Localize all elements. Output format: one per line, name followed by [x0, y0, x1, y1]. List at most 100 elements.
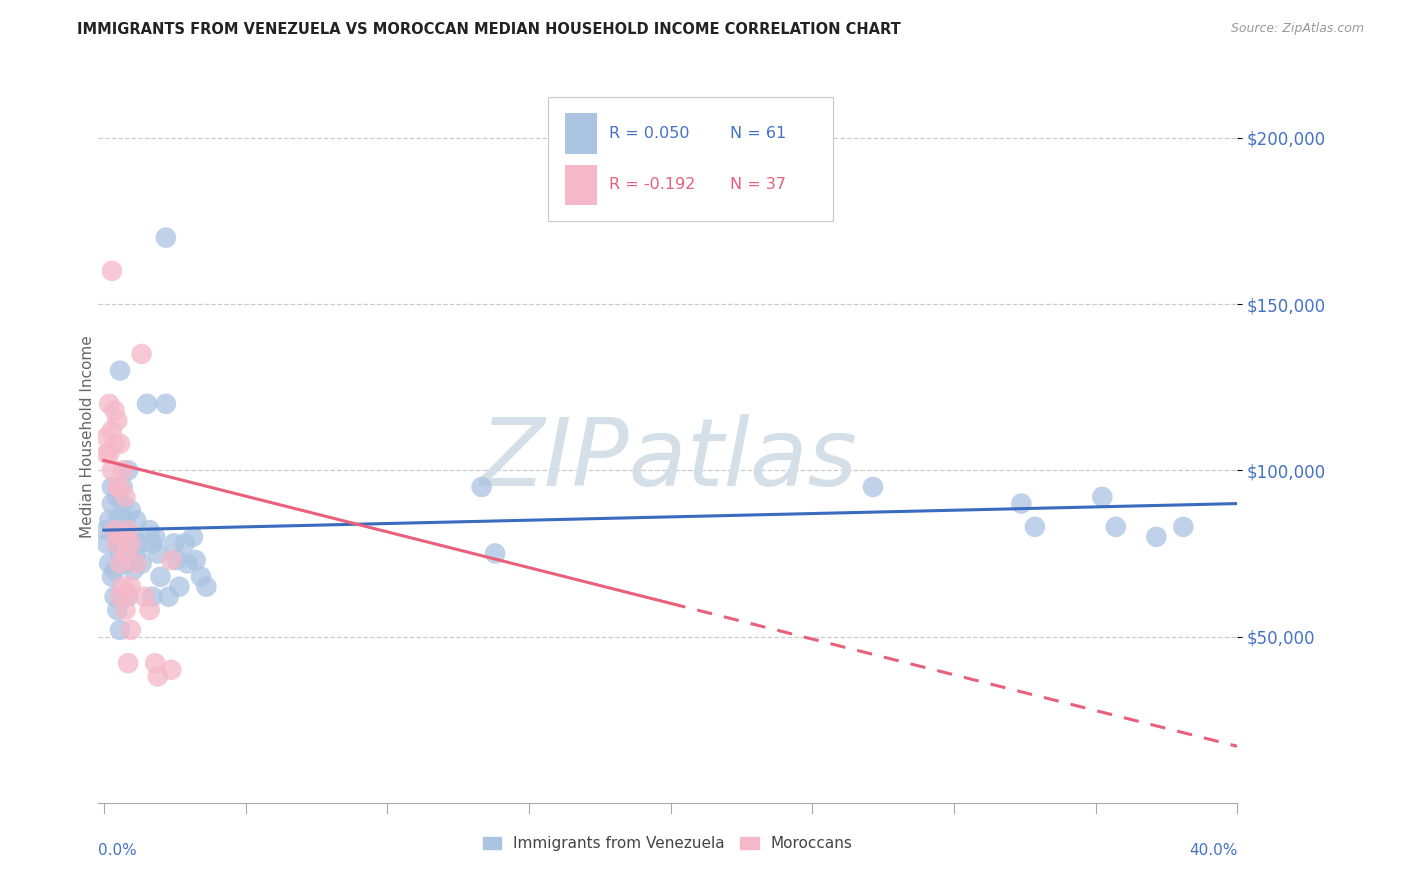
Point [141, 536, 163, 550]
Point [131, 557, 153, 571]
Point [101, 480, 124, 494]
Point [143, 656, 166, 670]
Point [176, 557, 198, 571]
Point [101, 264, 124, 278]
Point [105, 490, 128, 504]
Point [122, 530, 145, 544]
Point [120, 623, 142, 637]
Point [114, 557, 136, 571]
Point [117, 523, 139, 537]
Point [184, 553, 207, 567]
Text: R = 0.050: R = 0.050 [609, 126, 689, 141]
Point [96, 536, 118, 550]
Point [117, 463, 139, 477]
Text: R = -0.192: R = -0.192 [609, 178, 695, 193]
Point [471, 480, 494, 494]
Point [120, 536, 142, 550]
Point [160, 553, 183, 567]
Point [98, 557, 121, 571]
Point [104, 403, 127, 417]
Point [155, 230, 177, 244]
Point [117, 590, 139, 604]
Point [114, 603, 136, 617]
Point [122, 563, 145, 577]
Point [138, 603, 160, 617]
Point [108, 557, 131, 571]
Point [149, 570, 172, 584]
Point [136, 397, 159, 411]
Text: N = 61: N = 61 [731, 126, 787, 141]
Point [108, 436, 131, 450]
Point [101, 497, 124, 511]
Y-axis label: Median Household Income: Median Household Income [80, 335, 94, 539]
Point [101, 463, 124, 477]
Point [166, 553, 188, 567]
Point [98, 397, 121, 411]
Point [128, 536, 150, 550]
Point [108, 546, 131, 560]
Point [105, 480, 128, 494]
Point [163, 536, 186, 550]
Point [160, 663, 183, 677]
Point [114, 546, 136, 560]
Text: IMMIGRANTS FROM VENEZUELA VS MOROCCAN MEDIAN HOUSEHOLD INCOME CORRELATION CHART: IMMIGRANTS FROM VENEZUELA VS MOROCCAN ME… [77, 22, 901, 37]
Point [104, 523, 127, 537]
Point [105, 513, 128, 527]
Point [484, 546, 506, 560]
Point [1144, 530, 1167, 544]
Point [143, 530, 166, 544]
Point [181, 530, 204, 544]
Text: ZIPatlas: ZIPatlas [479, 414, 856, 505]
Point [125, 557, 148, 571]
Point [96, 447, 118, 461]
Point [111, 497, 134, 511]
Point [141, 590, 163, 604]
Point [105, 603, 128, 617]
Point [1091, 490, 1114, 504]
Point [104, 436, 127, 450]
Point [134, 590, 156, 604]
Point [169, 580, 191, 594]
Point [138, 523, 160, 537]
FancyBboxPatch shape [548, 97, 832, 221]
Legend: Immigrants from Venezuela, Moroccans: Immigrants from Venezuela, Moroccans [477, 830, 859, 857]
Point [114, 513, 136, 527]
Point [101, 424, 124, 438]
Point [125, 513, 148, 527]
Point [146, 669, 169, 683]
Point [120, 536, 142, 550]
Point [117, 656, 139, 670]
Point [104, 523, 127, 537]
Text: Source: ZipAtlas.com: Source: ZipAtlas.com [1230, 22, 1364, 36]
Point [117, 530, 139, 544]
Point [114, 490, 136, 504]
FancyBboxPatch shape [565, 165, 598, 205]
Point [108, 363, 131, 377]
Point [131, 347, 153, 361]
Point [173, 536, 195, 550]
Point [195, 580, 218, 594]
Point [111, 530, 134, 544]
Point [146, 546, 169, 560]
Point [111, 580, 134, 594]
Point [98, 513, 121, 527]
Point [117, 586, 139, 600]
Point [105, 536, 128, 550]
Point [104, 563, 127, 577]
Point [96, 523, 118, 537]
Point [125, 546, 148, 560]
Point [111, 536, 134, 550]
Point [104, 590, 127, 604]
Text: N = 37: N = 37 [731, 178, 786, 193]
Point [1010, 497, 1032, 511]
Point [108, 480, 131, 494]
Point [1173, 520, 1195, 534]
Point [1105, 520, 1128, 534]
Point [108, 590, 131, 604]
Point [101, 570, 124, 584]
Point [120, 503, 142, 517]
Point [105, 413, 128, 427]
Point [1024, 520, 1046, 534]
Point [862, 480, 884, 494]
Text: 40.0%: 40.0% [1189, 843, 1237, 858]
